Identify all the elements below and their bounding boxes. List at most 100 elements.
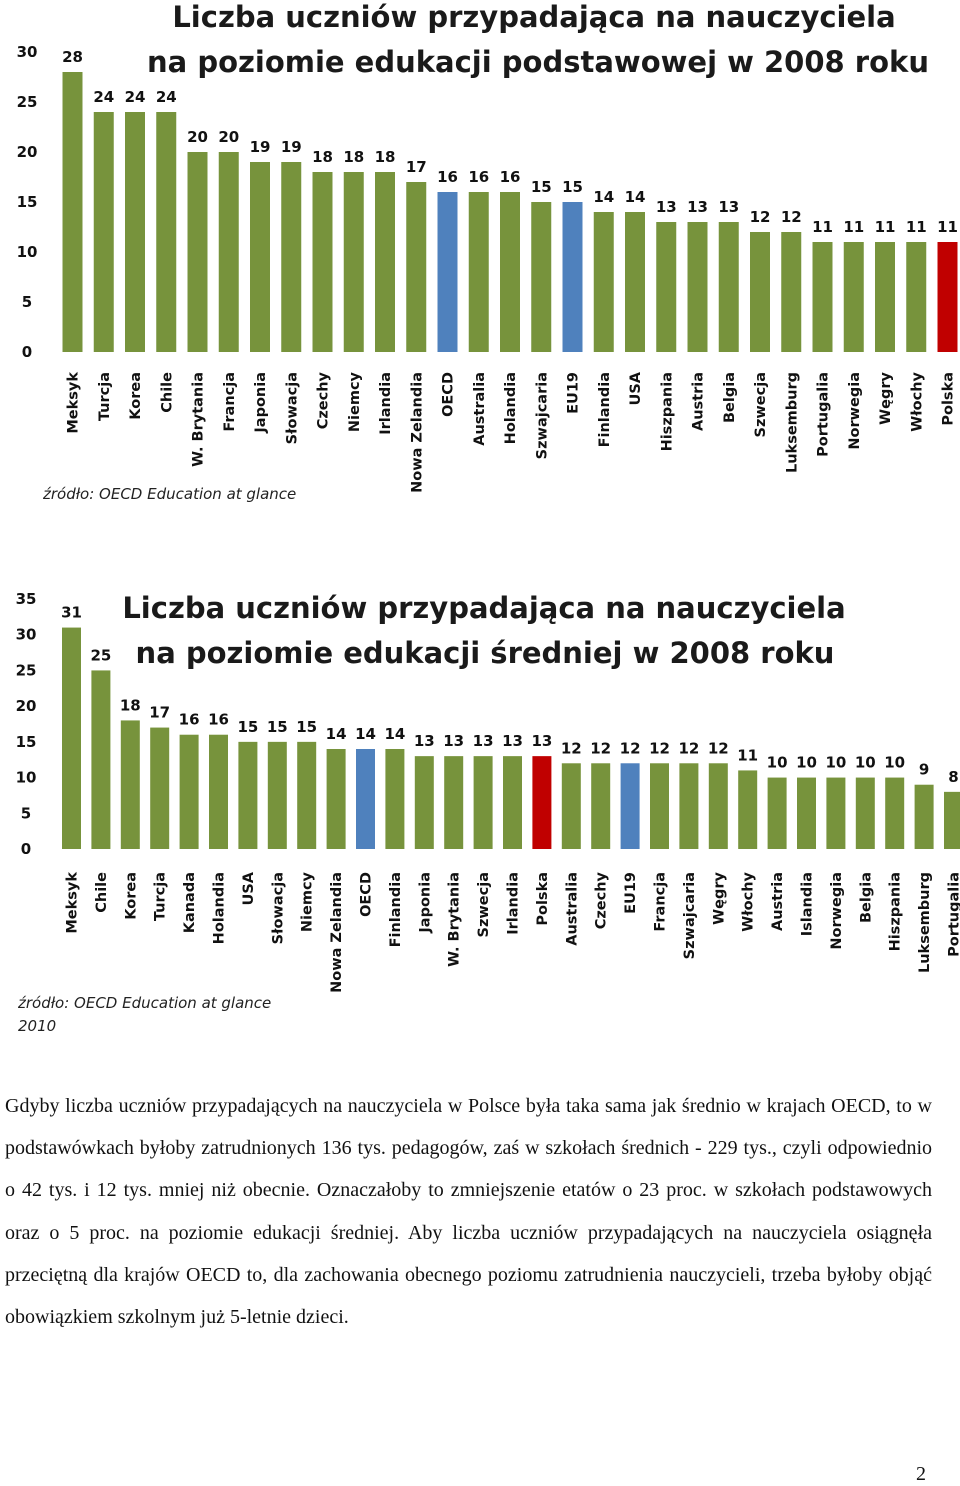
category-label: Chile xyxy=(94,872,110,913)
bar xyxy=(267,741,287,849)
chart-title-line-1: Liczba uczniów przypadająca na nauczycie… xyxy=(122,591,845,625)
bar xyxy=(437,192,458,352)
category-label: OECD xyxy=(441,372,457,417)
category-label: Belgia xyxy=(858,872,874,923)
bar xyxy=(855,777,875,849)
category-label: EU19 xyxy=(623,872,639,914)
category-label: W. Brytania xyxy=(447,872,463,967)
category-label: USA xyxy=(628,371,644,405)
category-label: Portugalia xyxy=(816,372,832,457)
value-label: 19 xyxy=(250,138,271,156)
category-label: Niemcy xyxy=(300,871,316,932)
value-label: 24 xyxy=(156,88,177,106)
value-labels: 31 25 18 17 16 16 15 15 15 14 14 14 13 13 13 13 13 12 12 12… xyxy=(61,604,959,786)
value-label: 13 xyxy=(718,198,739,216)
category-label: Słowacja xyxy=(284,372,300,444)
bar xyxy=(656,222,677,352)
value-label: 11 xyxy=(937,218,958,236)
category-label: Austria xyxy=(691,372,707,431)
category-label: Słowacja xyxy=(270,872,286,944)
value-label: 19 xyxy=(281,138,302,156)
category-label: W. Brytania xyxy=(191,372,207,467)
bar xyxy=(914,784,934,849)
bar xyxy=(326,748,346,849)
bar xyxy=(281,162,302,352)
bar xyxy=(843,242,864,352)
value-label: 18 xyxy=(343,148,364,166)
value-label: 14 xyxy=(326,725,347,743)
value-label: 18 xyxy=(312,148,333,166)
chart-title-line-1: Liczba uczniów przypadająca na nauczycie… xyxy=(172,0,895,34)
category-label: Francja xyxy=(222,372,238,432)
bar xyxy=(797,777,816,849)
category-label: Niemcy xyxy=(347,371,363,432)
value-label: 14 xyxy=(593,188,614,206)
category-label: Belgia xyxy=(722,372,738,423)
category-label: Włochy xyxy=(741,871,757,931)
bar xyxy=(625,212,645,352)
category-label: Węgry xyxy=(711,871,727,924)
bar xyxy=(187,152,208,352)
bar xyxy=(444,756,464,849)
value-label: 13 xyxy=(443,732,464,750)
y-tick-label: 30 xyxy=(17,43,38,61)
bar xyxy=(906,242,927,352)
y-tick-label: 10 xyxy=(17,243,38,261)
category-label: OECD xyxy=(359,872,375,917)
value-label: 14 xyxy=(355,725,376,743)
value-label: 12 xyxy=(750,208,771,226)
value-label: 15 xyxy=(296,718,317,736)
category-label: Chile xyxy=(159,372,175,413)
value-label: 11 xyxy=(875,218,896,236)
y-tick-label: 5 xyxy=(22,293,32,311)
value-label: 15 xyxy=(531,178,552,196)
bar xyxy=(944,791,960,849)
category-label: Szwajcaria xyxy=(534,372,550,459)
category-labels: Meksyk Turcja Korea Chile W. Brytania Francja… xyxy=(66,371,957,493)
bar xyxy=(885,777,905,849)
bar xyxy=(591,763,611,849)
value-label: 14 xyxy=(625,188,646,206)
bar xyxy=(62,627,81,849)
y-tick-label: 30 xyxy=(16,626,37,644)
bar xyxy=(738,770,758,849)
bar xyxy=(532,756,552,849)
category-label: EU19 xyxy=(566,372,582,414)
value-labels: 28 24 24 24 20 20 19 19 18 18 18 17 16 16 16 15 15 14 14 13… xyxy=(62,48,958,236)
bar xyxy=(708,763,728,849)
y-tick-label: 15 xyxy=(16,733,37,751)
category-label: Polska xyxy=(941,372,957,426)
y-tick-label: 0 xyxy=(21,840,31,858)
bar xyxy=(679,763,699,849)
bar xyxy=(750,232,770,352)
category-label: Hiszpania xyxy=(888,872,904,951)
bar xyxy=(218,152,239,352)
category-label: Irlandia xyxy=(378,372,394,435)
value-label: 9 xyxy=(919,761,929,779)
chart-title-line-2: na poziomie edukacji średniej w 2008 rok… xyxy=(136,636,835,670)
value-label: 10 xyxy=(767,754,788,772)
category-label: Czechy xyxy=(316,371,332,429)
bar xyxy=(375,172,395,352)
y-tick-label: 25 xyxy=(17,93,38,111)
y-tick-label: 5 xyxy=(21,804,31,822)
value-label: 15 xyxy=(237,718,258,736)
category-label: Luksemburg xyxy=(917,872,933,973)
value-label: 10 xyxy=(884,754,905,772)
y-tick-label: 20 xyxy=(16,697,37,715)
value-label: 12 xyxy=(781,208,802,226)
bar xyxy=(781,232,802,352)
category-label: Luksemburg xyxy=(784,372,800,473)
value-label: 13 xyxy=(531,732,552,750)
bar xyxy=(62,72,83,352)
category-label: Norwegia xyxy=(847,372,863,450)
bar xyxy=(209,734,228,849)
y-tick-label: 0 xyxy=(22,343,32,361)
bar xyxy=(531,202,552,352)
value-label: 17 xyxy=(149,704,170,722)
bar xyxy=(91,670,111,849)
bar xyxy=(125,112,145,352)
category-label: Czechy xyxy=(594,871,610,929)
chart-secondary-education: Liczba uczniów przypadająca na nauczycie… xyxy=(16,590,960,1035)
value-label: 15 xyxy=(267,718,288,736)
